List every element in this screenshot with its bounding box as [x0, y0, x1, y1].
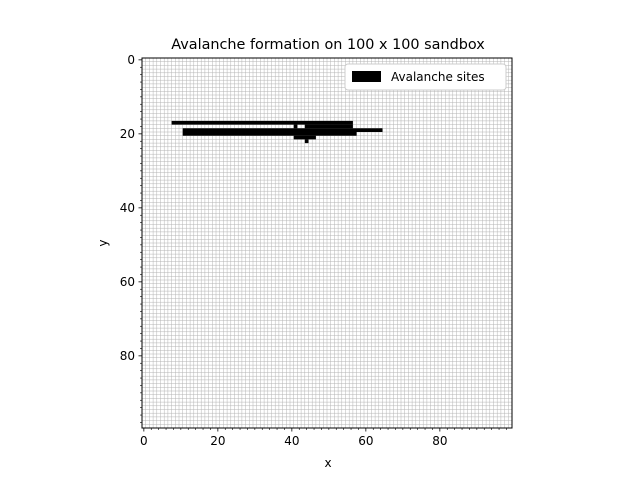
x-tick-label: 20: [210, 434, 225, 448]
y-axis-label: y: [96, 239, 110, 246]
legend-swatch: [352, 71, 381, 82]
x-tick-label: 0: [140, 434, 148, 448]
y-tick-label: 60: [120, 275, 135, 289]
avalanche-cells: [171, 120, 383, 144]
avalanche-cell: [182, 132, 357, 136]
avalanche-cell: [171, 120, 353, 125]
avalanche-cell: [182, 128, 383, 132]
avalanche-cell: [304, 139, 309, 144]
y-tick-label: 40: [120, 201, 135, 215]
avalanche-cell: [304, 124, 353, 129]
y-tick-label: 0: [127, 53, 135, 67]
avalanche-cell: [293, 135, 316, 140]
x-tick-label: 60: [358, 434, 373, 448]
legend: Avalanche sites: [344, 63, 507, 91]
y-axis: 0 20 40 60 80: [120, 53, 142, 423]
x-axis-label: x: [324, 456, 331, 470]
avalanche-cell: [293, 124, 298, 129]
x-tick-label: 80: [432, 434, 447, 448]
x-tick-label: 40: [284, 434, 299, 448]
chart-title: Avalanche formation on 100 x 100 sandbox: [171, 37, 485, 53]
x-axis: 0 20 40 60 80: [140, 428, 507, 448]
grid: [142, 58, 512, 428]
plot-area: [141, 57, 513, 429]
y-tick-label: 80: [120, 349, 135, 363]
plot-frame: [141, 57, 513, 429]
legend-label: Avalanche sites: [391, 70, 485, 84]
legend-box: [344, 63, 507, 91]
y-tick-label: 20: [120, 127, 135, 141]
